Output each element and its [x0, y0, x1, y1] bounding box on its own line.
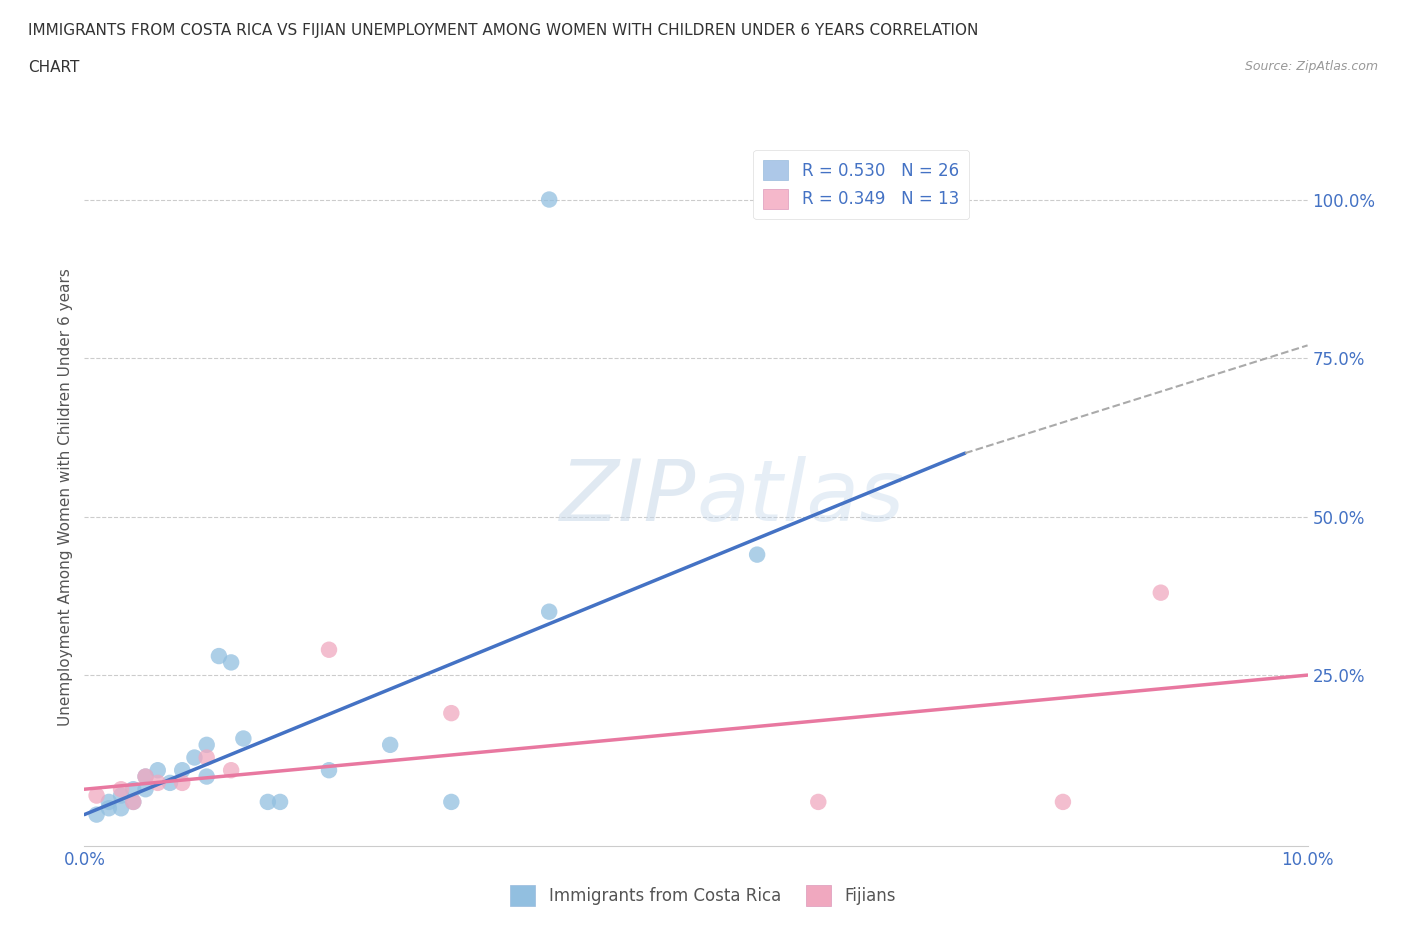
Point — [318, 763, 340, 777]
Point — [219, 763, 242, 777]
Point — [538, 193, 561, 207]
Point — [1150, 585, 1173, 600]
Point — [747, 547, 769, 562]
Point — [135, 769, 157, 784]
Point — [86, 788, 108, 803]
Legend: R = 0.530   N = 26, R = 0.349   N = 13: R = 0.530 N = 26, R = 0.349 N = 13 — [754, 150, 969, 219]
Point — [146, 776, 169, 790]
Point — [122, 782, 145, 797]
Point — [195, 737, 218, 752]
Point — [538, 604, 561, 619]
Point — [172, 763, 194, 777]
Point — [440, 706, 463, 721]
Point — [1052, 794, 1074, 809]
Point — [110, 788, 132, 803]
Point — [195, 751, 218, 765]
Point — [380, 737, 402, 752]
Point — [219, 655, 242, 670]
Point — [146, 763, 169, 777]
Point — [269, 794, 291, 809]
Point — [208, 648, 231, 663]
Point — [318, 643, 340, 658]
Y-axis label: Unemployment Among Women with Children Under 6 years: Unemployment Among Women with Children U… — [58, 269, 73, 726]
Point — [172, 776, 194, 790]
Point — [110, 782, 132, 797]
Point — [122, 794, 145, 809]
Text: ZIP: ZIP — [560, 456, 696, 539]
Point — [257, 794, 280, 809]
Point — [97, 794, 120, 809]
Text: IMMIGRANTS FROM COSTA RICA VS FIJIAN UNEMPLOYMENT AMONG WOMEN WITH CHILDREN UNDE: IMMIGRANTS FROM COSTA RICA VS FIJIAN UNE… — [28, 23, 979, 38]
Point — [807, 794, 830, 809]
Point — [232, 731, 254, 746]
Point — [440, 794, 463, 809]
Point — [183, 751, 205, 765]
Text: atlas: atlas — [696, 456, 904, 539]
Point — [122, 794, 145, 809]
Text: CHART: CHART — [28, 60, 80, 75]
Point — [97, 801, 120, 816]
Point — [135, 782, 157, 797]
Point — [195, 769, 218, 784]
Legend: Immigrants from Costa Rica, Fijians: Immigrants from Costa Rica, Fijians — [503, 879, 903, 912]
Text: Source: ZipAtlas.com: Source: ZipAtlas.com — [1244, 60, 1378, 73]
Point — [86, 807, 108, 822]
Point — [135, 769, 157, 784]
Point — [159, 776, 181, 790]
Point — [110, 801, 132, 816]
